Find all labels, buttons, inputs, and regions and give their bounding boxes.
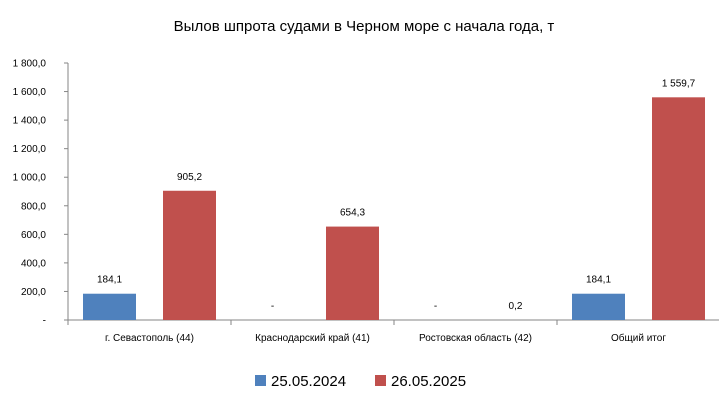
data-label: 184,1: [586, 275, 611, 286]
data-label: 905,2: [177, 172, 202, 183]
data-label: 184,1: [97, 275, 122, 286]
data-label: 654,3: [340, 208, 365, 219]
y-tick-label: 1 800,0: [13, 59, 47, 70]
category-label: Ростовская область (42): [419, 332, 532, 344]
data-label: -: [271, 301, 274, 312]
y-tick-label: 600,0: [21, 230, 46, 241]
bar: [83, 293, 136, 320]
data-label: 1 559,7: [662, 78, 696, 89]
data-labels: 184,1 - - 184,1 905,2 654,3 0,2 1 559,7: [97, 78, 696, 312]
y-tick-label: 200,0: [21, 287, 46, 298]
category-label: Общий итог: [611, 332, 666, 344]
y-tick-label: 400,0: [21, 258, 46, 269]
data-label: 0,2: [509, 301, 523, 312]
chart-title: Вылов шпрота судами в Черном море с нача…: [174, 18, 555, 35]
y-tick-label: 800,0: [21, 201, 46, 212]
y-axis-ticks: - 200,0 400,0 600,0 800,0 1 000,0 1 200,0 1 400…: [13, 59, 68, 327]
legend: 25.05.2024 26.05.2025: [255, 373, 466, 390]
bars: [83, 97, 705, 320]
bar: [163, 190, 216, 320]
legend-swatch: [375, 375, 386, 386]
bar: [326, 226, 379, 320]
bar: [572, 293, 625, 320]
bar: [652, 97, 705, 320]
y-tick-label: 1 000,0: [13, 173, 47, 184]
category-label: Краснодарский край (41): [255, 333, 370, 344]
y-tick-label: 1 400,0: [13, 116, 47, 127]
y-tick-label: 1 200,0: [13, 144, 47, 155]
y-tick-label: 1 600,0: [13, 87, 47, 98]
y-tick-label: -: [43, 316, 46, 327]
legend-swatch: [255, 375, 266, 386]
category-labels: г. Севастополь (44) Краснодарский край (4…: [67, 320, 666, 344]
legend-label: 26.05.2025: [391, 373, 466, 390]
legend-label: 25.05.2024: [271, 373, 346, 390]
category-label: г. Севастополь (44): [105, 333, 194, 344]
data-label: -: [434, 301, 437, 312]
